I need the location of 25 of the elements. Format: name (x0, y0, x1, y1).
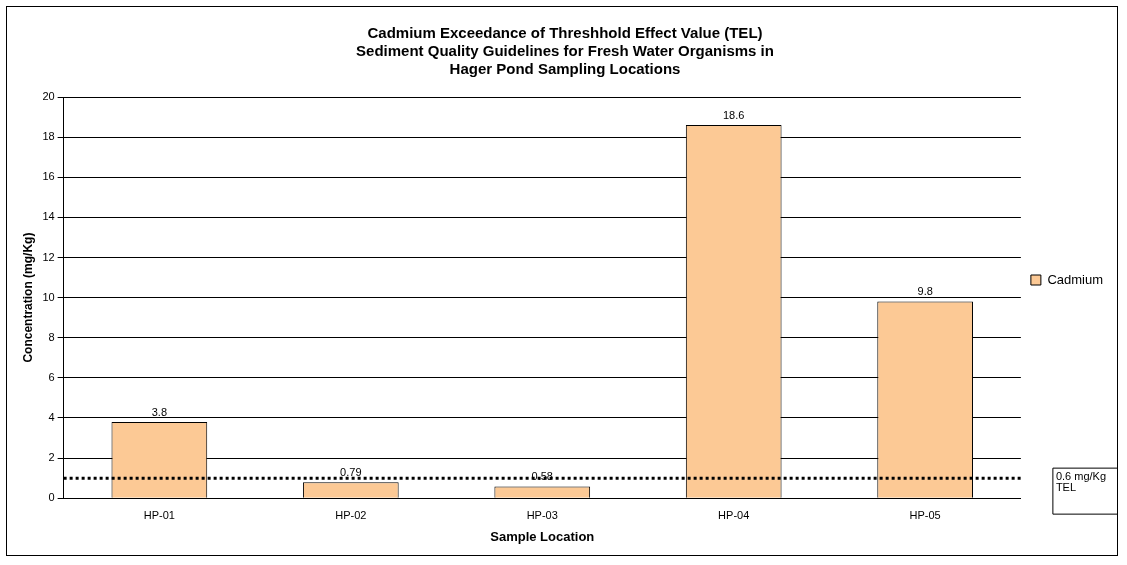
legend-label: Cadmium (1047, 271, 1103, 287)
x-axis-title: Sample Location (490, 528, 595, 544)
y-axis-title: Concentration (mg/Kg) (20, 232, 35, 363)
x-tick-label: HP-02 (335, 508, 367, 521)
y-tick-label: 4 (48, 410, 55, 423)
y-tick-label: 20 (42, 90, 55, 103)
data-label: 9.8 (917, 285, 933, 298)
y-tick-label: 18 (42, 130, 55, 143)
y-tick-label: 10 (42, 290, 55, 303)
y-tick-label: 6 (48, 370, 55, 383)
y-tick-label: 14 (42, 210, 55, 223)
data-label: 18.6 (722, 108, 745, 121)
x-tick-label: HP-03 (526, 508, 558, 521)
y-tick-label: 8 (48, 330, 55, 343)
chart-title: Cadmium Exceedance of Threshhold Effect Value (TEL) Sediment Quality Guidelines for Fresh Water Organisms in Hager Pond Sampling Locations (356, 24, 774, 78)
y-tick-label: 16 (42, 170, 55, 183)
y-tick-label: 2 (48, 451, 55, 464)
x-tick-label: HP-04 (718, 508, 750, 521)
ref-line-label: 0.6 mg/Kg TEL (1055, 470, 1107, 494)
x-tick-label: HP-01 (143, 508, 175, 521)
x-tick-label: HP-05 (909, 508, 941, 521)
y-tick-label: 0 (48, 491, 55, 504)
data-label: 3.8 (151, 405, 168, 418)
y-tick-label: 12 (42, 250, 55, 263)
data-label: 0.79 (340, 465, 362, 478)
